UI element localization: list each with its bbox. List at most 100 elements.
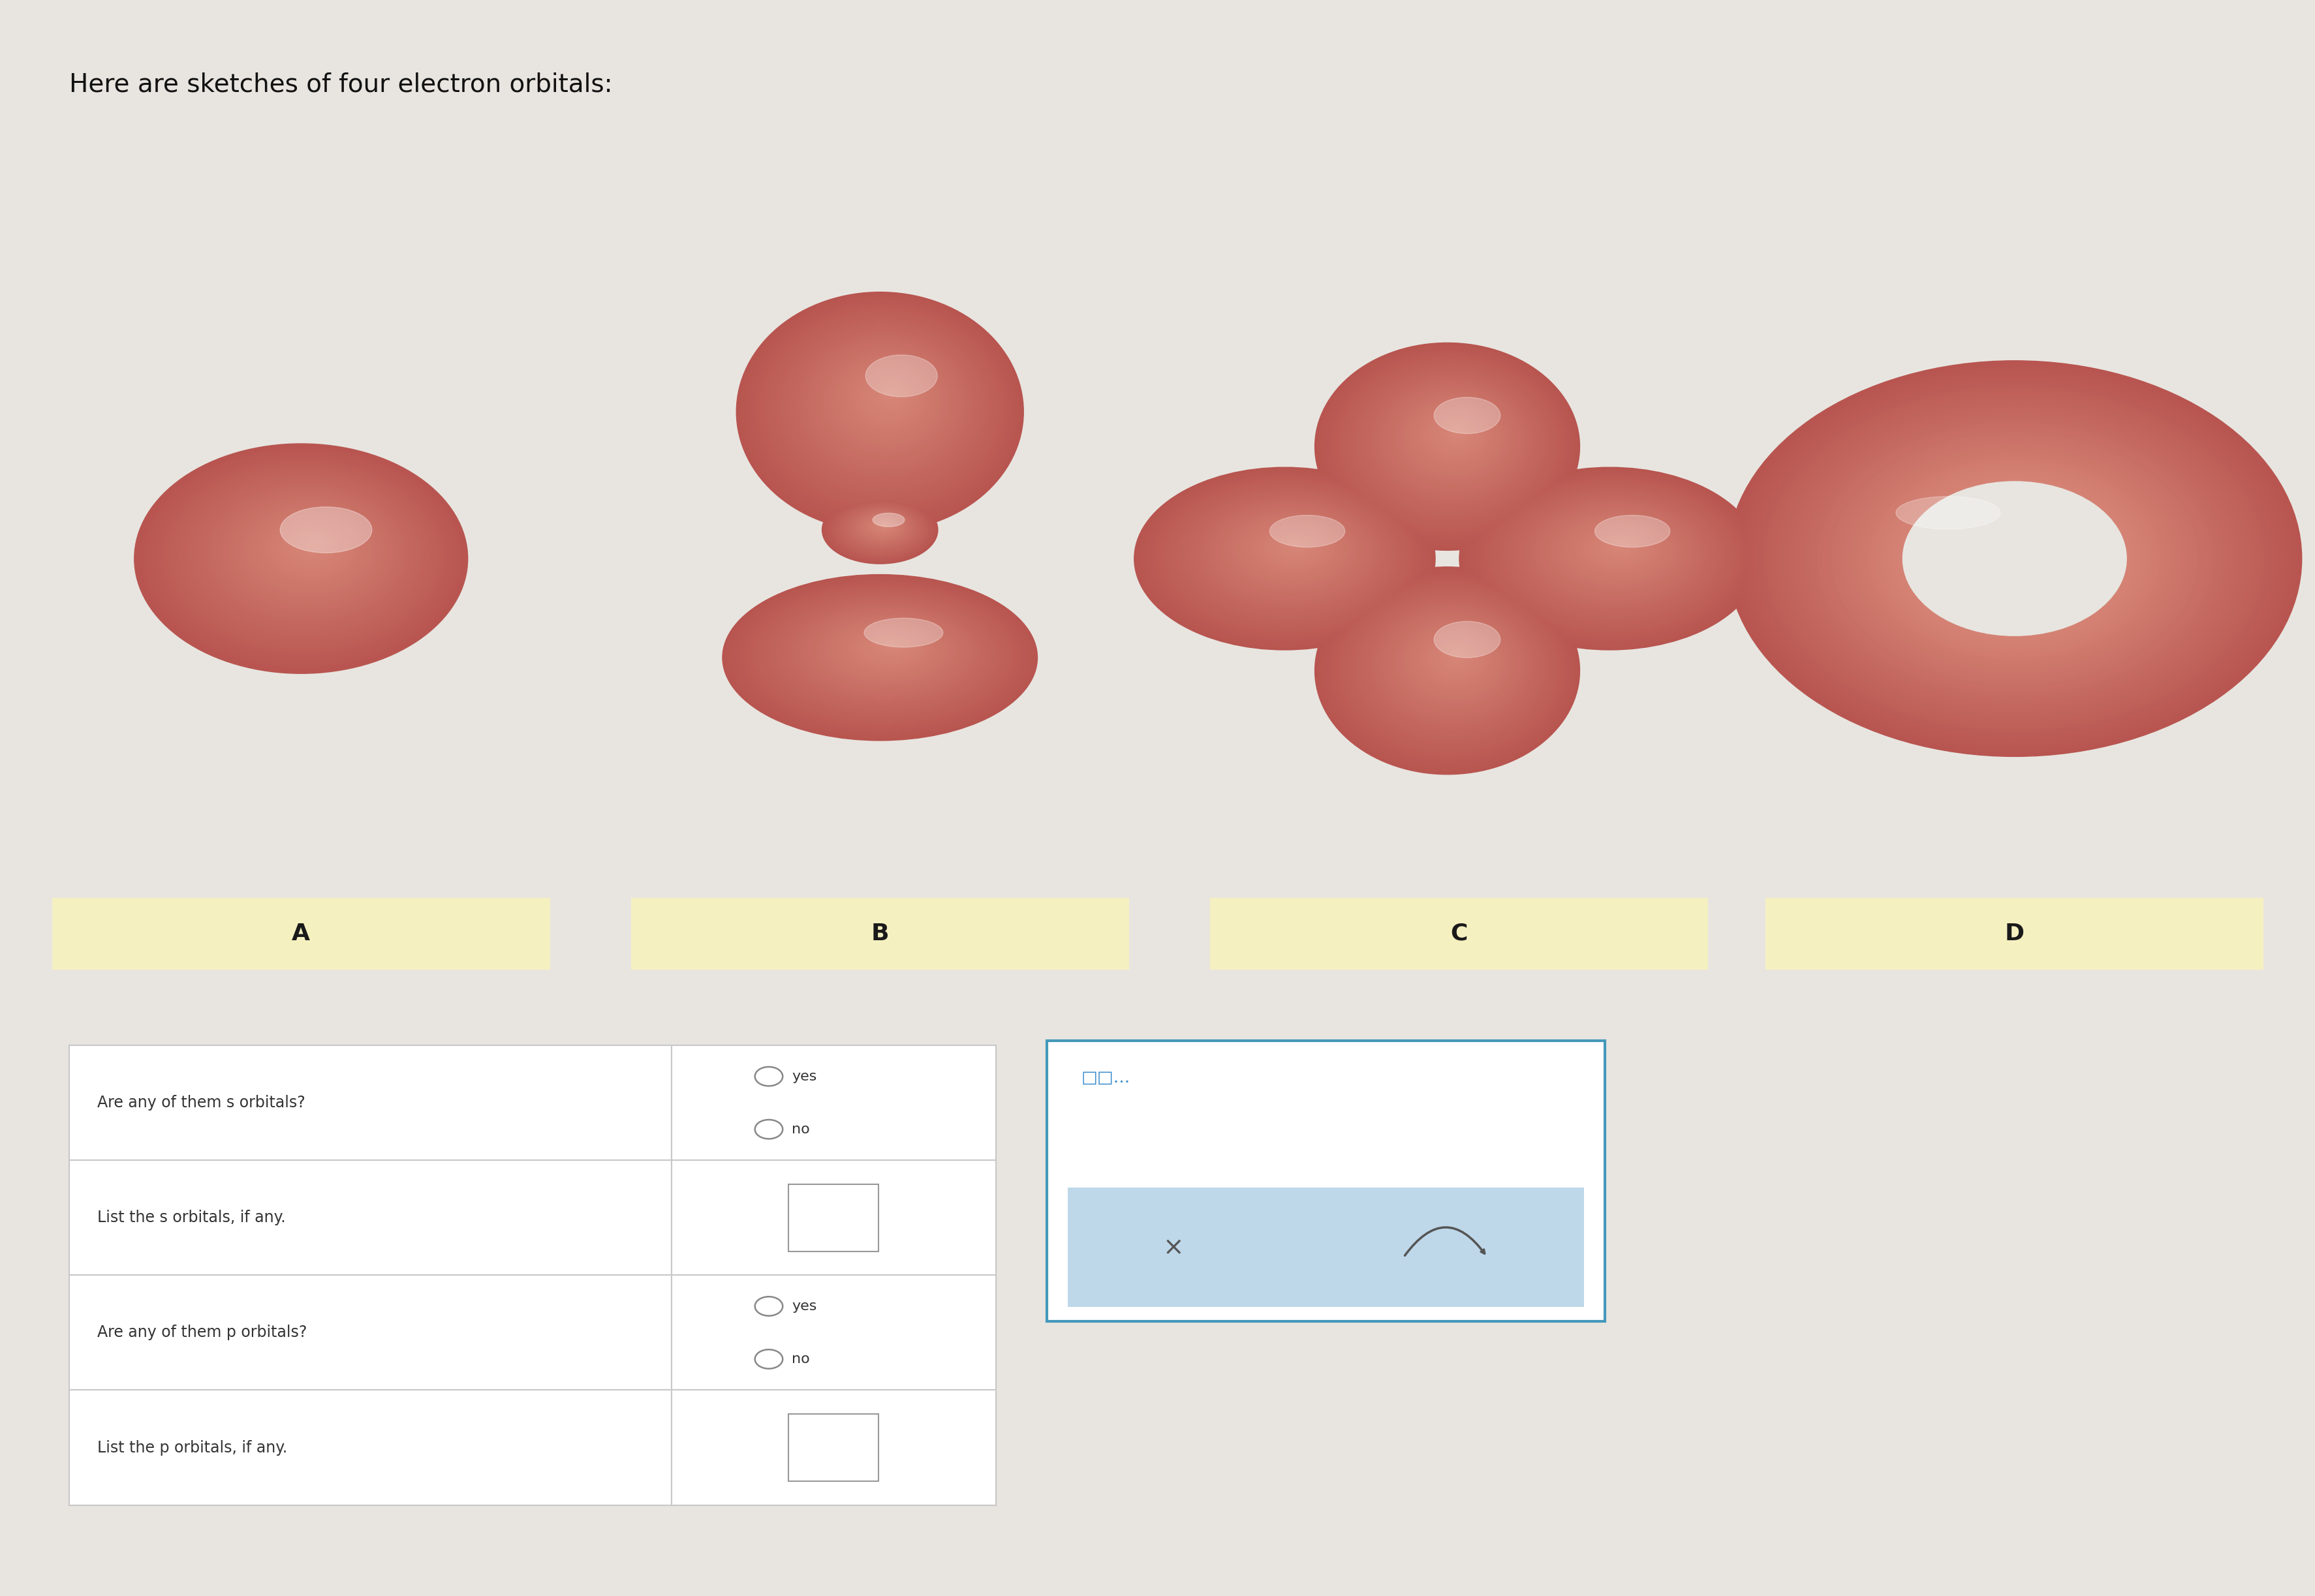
Ellipse shape bbox=[1475, 476, 1746, 640]
Ellipse shape bbox=[1472, 474, 1748, 642]
Ellipse shape bbox=[870, 519, 896, 533]
Ellipse shape bbox=[1255, 525, 1333, 573]
Ellipse shape bbox=[833, 621, 942, 678]
Ellipse shape bbox=[1553, 512, 1681, 589]
Ellipse shape bbox=[863, 516, 903, 538]
Ellipse shape bbox=[882, 523, 887, 527]
Ellipse shape bbox=[826, 351, 947, 452]
Ellipse shape bbox=[1727, 361, 2301, 757]
Ellipse shape bbox=[1426, 412, 1484, 456]
Ellipse shape bbox=[285, 528, 340, 567]
Ellipse shape bbox=[789, 327, 979, 485]
Ellipse shape bbox=[1600, 535, 1641, 560]
Ellipse shape bbox=[857, 512, 907, 543]
Ellipse shape bbox=[859, 514, 905, 541]
Ellipse shape bbox=[1563, 517, 1671, 583]
Ellipse shape bbox=[280, 508, 373, 552]
Ellipse shape bbox=[1528, 500, 1702, 606]
Ellipse shape bbox=[1896, 496, 2000, 530]
Ellipse shape bbox=[1331, 578, 1565, 760]
Ellipse shape bbox=[1151, 476, 1421, 640]
Ellipse shape bbox=[1736, 367, 2292, 750]
Ellipse shape bbox=[875, 520, 891, 531]
Ellipse shape bbox=[236, 501, 380, 600]
Ellipse shape bbox=[1391, 391, 1514, 485]
Ellipse shape bbox=[1410, 401, 1498, 471]
Ellipse shape bbox=[1516, 495, 1711, 613]
Ellipse shape bbox=[1759, 383, 2269, 734]
Text: Are any of them p orbitals?: Are any of them p orbitals? bbox=[97, 1325, 308, 1341]
Ellipse shape bbox=[801, 335, 968, 474]
Ellipse shape bbox=[880, 640, 903, 653]
Ellipse shape bbox=[1417, 407, 1491, 464]
Ellipse shape bbox=[1329, 576, 1567, 763]
Ellipse shape bbox=[808, 338, 963, 468]
Ellipse shape bbox=[1595, 533, 1644, 562]
Ellipse shape bbox=[229, 498, 387, 605]
Ellipse shape bbox=[840, 624, 935, 674]
Ellipse shape bbox=[1616, 541, 1627, 549]
FancyBboxPatch shape bbox=[671, 1390, 995, 1505]
Ellipse shape bbox=[866, 517, 901, 536]
Ellipse shape bbox=[1245, 520, 1340, 578]
Ellipse shape bbox=[208, 485, 403, 619]
Ellipse shape bbox=[1845, 442, 2183, 675]
Ellipse shape bbox=[1755, 380, 2273, 737]
Ellipse shape bbox=[743, 583, 1019, 729]
Ellipse shape bbox=[257, 512, 363, 586]
FancyBboxPatch shape bbox=[69, 1160, 671, 1275]
Ellipse shape bbox=[1343, 584, 1556, 750]
Ellipse shape bbox=[303, 538, 324, 554]
Ellipse shape bbox=[201, 480, 412, 626]
Ellipse shape bbox=[838, 622, 938, 675]
Ellipse shape bbox=[1137, 469, 1433, 648]
Ellipse shape bbox=[1577, 523, 1660, 575]
Ellipse shape bbox=[1618, 543, 1625, 547]
Ellipse shape bbox=[1889, 472, 2139, 645]
Ellipse shape bbox=[743, 297, 1019, 527]
Ellipse shape bbox=[215, 490, 398, 616]
Ellipse shape bbox=[1368, 377, 1533, 504]
Ellipse shape bbox=[820, 346, 951, 456]
Ellipse shape bbox=[194, 477, 417, 630]
Ellipse shape bbox=[877, 522, 889, 528]
Ellipse shape bbox=[1417, 630, 1491, 688]
Text: B: B bbox=[870, 922, 889, 945]
Ellipse shape bbox=[1817, 423, 2211, 694]
Ellipse shape bbox=[808, 610, 965, 693]
Ellipse shape bbox=[1898, 479, 2130, 638]
Ellipse shape bbox=[1262, 528, 1326, 568]
Ellipse shape bbox=[861, 514, 905, 539]
Ellipse shape bbox=[852, 511, 912, 546]
Ellipse shape bbox=[831, 500, 931, 559]
Ellipse shape bbox=[1438, 418, 1475, 448]
Ellipse shape bbox=[810, 342, 961, 466]
FancyBboxPatch shape bbox=[69, 1390, 671, 1505]
Text: Are any of them s orbitals?: Are any of them s orbitals? bbox=[97, 1095, 306, 1111]
Ellipse shape bbox=[1354, 592, 1544, 741]
Ellipse shape bbox=[1868, 460, 2158, 658]
Ellipse shape bbox=[1333, 579, 1563, 758]
Ellipse shape bbox=[1449, 426, 1465, 439]
Ellipse shape bbox=[1185, 492, 1391, 616]
Ellipse shape bbox=[1387, 611, 1519, 715]
Ellipse shape bbox=[1507, 490, 1718, 618]
Ellipse shape bbox=[833, 501, 926, 555]
Ellipse shape bbox=[1912, 488, 2116, 629]
Ellipse shape bbox=[1389, 389, 1516, 488]
Ellipse shape bbox=[308, 541, 319, 549]
Ellipse shape bbox=[1894, 476, 2134, 642]
Text: D: D bbox=[2005, 922, 2023, 945]
Ellipse shape bbox=[1428, 637, 1482, 678]
Ellipse shape bbox=[176, 468, 433, 643]
Ellipse shape bbox=[1421, 409, 1489, 461]
Ellipse shape bbox=[840, 504, 921, 552]
Ellipse shape bbox=[234, 500, 384, 603]
Ellipse shape bbox=[831, 619, 945, 680]
Ellipse shape bbox=[278, 525, 345, 570]
Ellipse shape bbox=[1169, 484, 1405, 627]
Ellipse shape bbox=[847, 508, 914, 547]
Ellipse shape bbox=[1426, 635, 1484, 681]
Ellipse shape bbox=[141, 447, 463, 669]
Ellipse shape bbox=[873, 381, 907, 410]
